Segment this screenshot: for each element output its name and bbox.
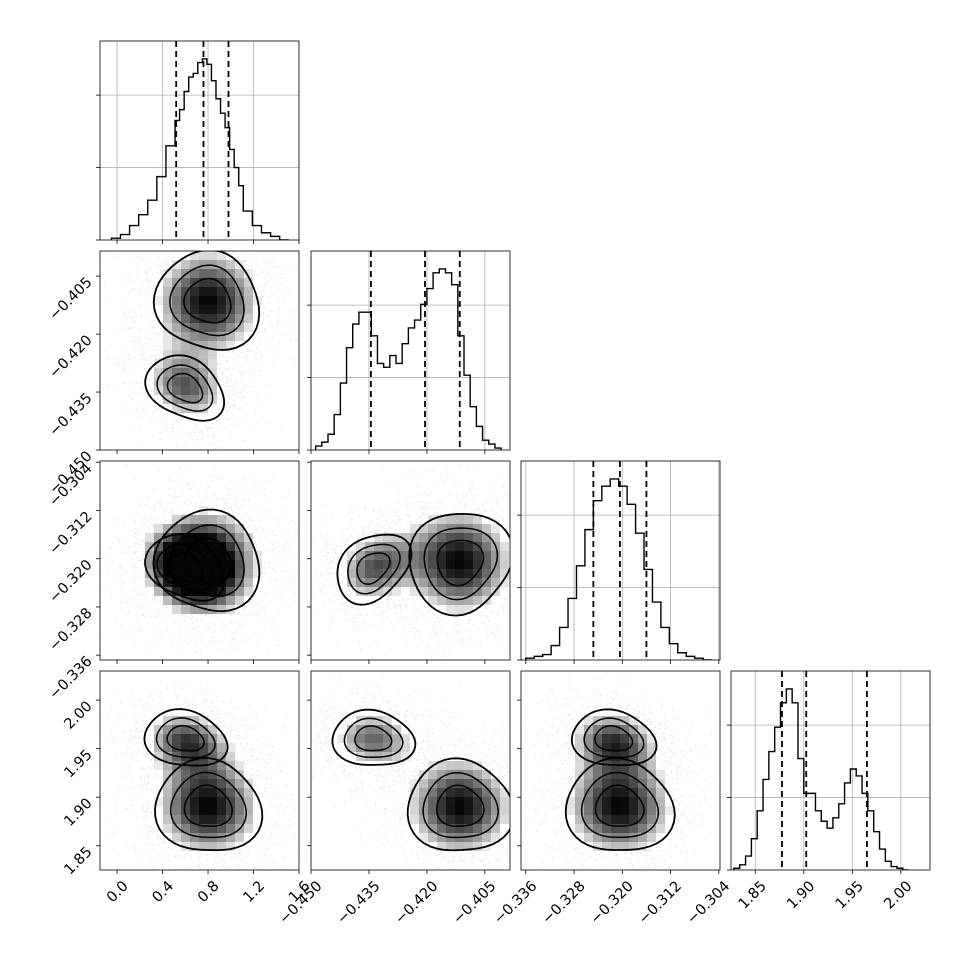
histogram-step-line (525, 478, 712, 660)
x-tick-label: −0.312 (636, 878, 685, 927)
contour-line (564, 757, 676, 851)
density-panel-3-2 (517, 670, 721, 874)
x-tick-label: 0.8 (195, 878, 223, 906)
y-tick-label: −0.405 (46, 274, 95, 323)
x-tick-label: 0.4 (150, 878, 178, 906)
x-tick-label: −0.320 (588, 878, 637, 927)
panel-frame (520, 670, 721, 871)
histogram-step-line (314, 268, 502, 450)
density-shading (154, 251, 262, 413)
contour-line (144, 533, 226, 602)
density-panel-3-0 (96, 670, 300, 874)
contour-line (183, 784, 233, 827)
y-tick-label: 2.00 (62, 698, 96, 732)
contour-line (152, 508, 261, 613)
contour-line (336, 533, 413, 606)
contour-line (166, 372, 204, 404)
contour-line (154, 757, 264, 852)
contour-line (594, 784, 645, 827)
contour-line (169, 264, 245, 337)
x-tick-label: −0.420 (392, 878, 441, 927)
y-tick-label: 1.90 (62, 796, 96, 830)
contour-line (156, 543, 214, 592)
histogram-panel-3 (727, 670, 931, 874)
contour-line (343, 717, 404, 758)
y-tick-label: −0.320 (46, 557, 95, 606)
density-panel-2-0 (96, 460, 300, 664)
contour-line (583, 717, 645, 759)
density-panel-3-1 (307, 670, 511, 874)
contour-line (183, 277, 232, 324)
contour-line (594, 725, 634, 752)
x-tick-label: 1.90 (784, 878, 818, 912)
contour-line (143, 708, 229, 767)
contour-line (408, 512, 510, 617)
panel-frame (99, 40, 300, 241)
histogram-panel-1 (307, 250, 511, 454)
hist-grid-0 (100, 41, 299, 240)
x-tick-label: 1.2 (241, 878, 269, 906)
histogram-step-line (110, 58, 289, 240)
x-tick-label: −0.328 (539, 878, 588, 927)
contour-line (144, 354, 225, 422)
contour-line (347, 543, 401, 595)
y-tick-label: −0.435 (46, 390, 95, 439)
panel-frame (520, 460, 721, 661)
panel-frame (310, 670, 511, 871)
density-panel-2-1 (307, 460, 511, 664)
x-tick-label: 2.00 (881, 878, 915, 912)
hist-grid-1 (311, 251, 510, 450)
contour-line (156, 364, 214, 412)
x-tick-label: 1.95 (833, 878, 867, 912)
panel-frame (99, 670, 300, 871)
contour-line (580, 771, 660, 839)
x-tick-label: 0.0 (104, 878, 132, 906)
contour-line (155, 717, 216, 759)
contour-line (331, 708, 417, 766)
panel-frame (99, 250, 300, 451)
contour-line (152, 251, 261, 351)
contour-line (182, 537, 232, 585)
density-panel-1-0 (96, 250, 300, 454)
contour-line (166, 552, 204, 584)
y-tick-label: 1.85 (62, 844, 96, 878)
y-tick-label: −0.328 (46, 605, 95, 654)
x-tick-label: −0.304 (684, 878, 733, 927)
histogram-panel-2 (517, 460, 721, 664)
contour-line (166, 724, 205, 752)
contour-line (354, 725, 393, 752)
histogram-step-line (733, 688, 909, 870)
y-tick-label: −0.420 (46, 332, 95, 381)
x-tick-label: −0.435 (334, 878, 383, 927)
x-tick-label: −0.405 (450, 878, 499, 927)
panel-frame (310, 460, 511, 661)
contour-line (436, 539, 485, 587)
y-tick-label: 1.95 (62, 747, 96, 781)
hist-grid-2 (521, 461, 720, 660)
contour-line (406, 757, 510, 852)
y-tick-label: −0.336 (46, 654, 95, 703)
x-tick-label: −0.336 (491, 878, 540, 927)
contour-line (435, 784, 485, 827)
panel-frame (730, 670, 931, 871)
y-tick-label: −0.312 (46, 509, 95, 558)
panel-frame (99, 460, 300, 661)
contour-line (422, 771, 499, 839)
contour-line (570, 708, 658, 766)
density-shading (338, 716, 509, 851)
contour-line (423, 527, 499, 601)
contour-line (356, 552, 391, 585)
contour-line (169, 771, 247, 839)
density-shading (566, 716, 674, 851)
x-tick-label: 1.85 (736, 878, 770, 912)
histogram-panel-0 (96, 40, 300, 244)
panel-frame (310, 250, 511, 451)
hist-grid-3 (731, 671, 930, 870)
